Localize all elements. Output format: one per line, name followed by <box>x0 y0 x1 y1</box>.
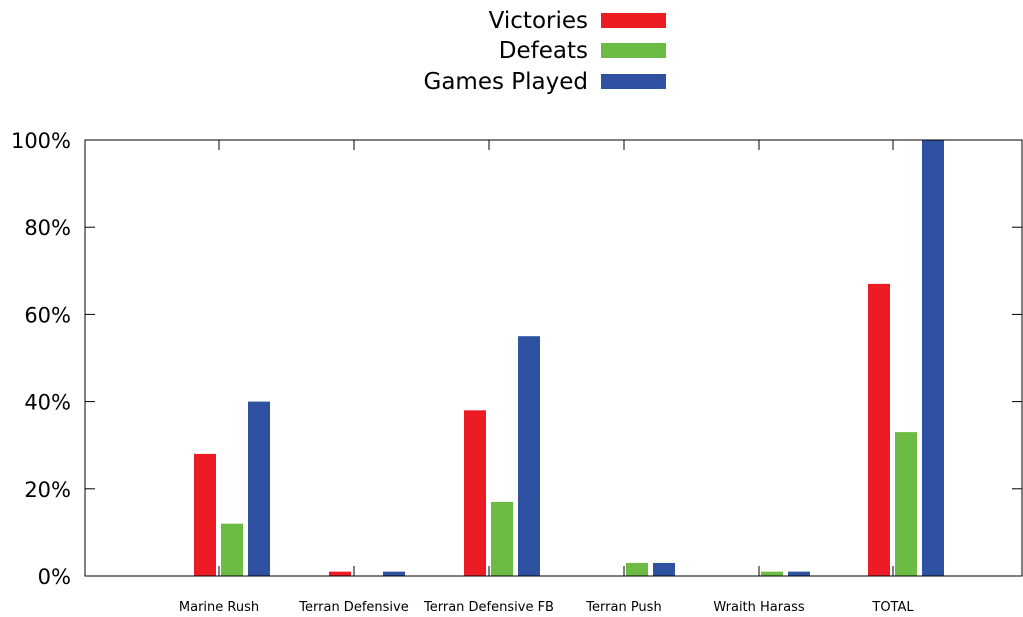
bar-victories-2 <box>464 410 486 576</box>
bar-defeats-0 <box>221 523 243 576</box>
legend-label-victories: Victories <box>489 8 588 34</box>
ytick-label-3: 60% <box>24 303 71 327</box>
ytick-label-5: 100% <box>11 129 71 153</box>
bar-games-played-2 <box>518 336 540 576</box>
bar-games-played-1 <box>383 571 405 576</box>
bar-defeats-2 <box>491 501 513 576</box>
xtick-label-2: Terran Defensive FB <box>423 600 554 615</box>
ytick-label-2: 40% <box>24 391 71 415</box>
ytick-label-4: 80% <box>24 216 71 240</box>
bars <box>194 140 944 576</box>
bar-games-played-4 <box>788 571 810 576</box>
bar-victories-0 <box>194 453 216 576</box>
ytick-label-1: 20% <box>24 478 71 502</box>
y-axis: 0% 20% 40% 60% 80% 100% <box>11 129 1022 589</box>
ytick-label-0: 0% <box>38 565 71 589</box>
xtick-label-4: Wraith Harass <box>713 600 804 615</box>
bar-victories-1 <box>329 571 351 576</box>
bar-games-played-0 <box>248 401 270 576</box>
legend: Victories Defeats Games Played <box>424 8 666 95</box>
bar-defeats-3 <box>626 562 648 576</box>
x-axis: Marine Rush Terran Defensive Terran Defens… <box>179 140 914 615</box>
xtick-label-1: Terran Defensive <box>298 600 408 615</box>
legend-swatch-victories <box>601 13 666 28</box>
xtick-label-5: TOTAL <box>871 600 914 615</box>
legend-label-games-played: Games Played <box>424 69 588 95</box>
xtick-label-3: Terran Push <box>585 600 661 615</box>
legend-label-defeats: Defeats <box>499 38 588 64</box>
legend-swatch-defeats <box>601 43 666 58</box>
bar-games-played-5 <box>922 140 944 576</box>
xtick-label-0: Marine Rush <box>179 600 259 615</box>
bar-games-played-3 <box>653 562 675 576</box>
bar-victories-5 <box>868 283 890 576</box>
plot-frame <box>84 139 1023 577</box>
legend-swatch-games-played <box>601 74 666 89</box>
bar-defeats-4 <box>761 571 783 576</box>
bar-defeats-5 <box>895 432 917 576</box>
